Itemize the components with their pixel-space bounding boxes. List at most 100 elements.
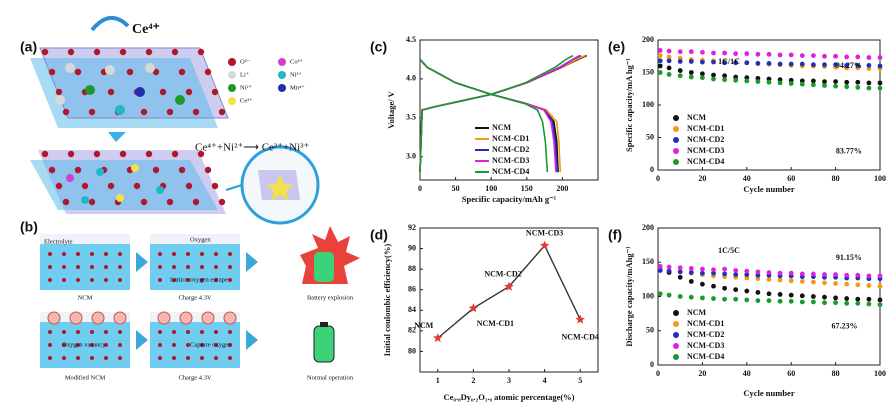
atom	[212, 183, 218, 189]
data-point	[678, 275, 683, 280]
y-tick-label: 100	[642, 291, 654, 300]
legend-marker	[228, 71, 236, 79]
x-tick-label: 4	[543, 376, 547, 385]
y-axis-label: Initial coulombic efficiency(%)	[382, 244, 392, 357]
data-point	[789, 299, 794, 304]
y-tick-label: 86	[408, 285, 416, 294]
lattice-atom	[158, 343, 162, 347]
x-tick-label: 60	[787, 369, 795, 378]
schematic-label: Charge 4.3V	[178, 374, 211, 381]
schematic-label: Charge 4.3V	[178, 294, 211, 301]
data-point	[678, 269, 683, 274]
data-point	[855, 85, 860, 90]
voltage-curve	[420, 56, 580, 173]
lattice-atom	[48, 265, 52, 269]
shell	[202, 312, 214, 324]
legend-label: Ce³⁺	[240, 97, 253, 104]
data-point	[844, 273, 849, 278]
data-point	[822, 280, 827, 285]
lattice-atom	[48, 356, 52, 360]
atom	[55, 95, 65, 105]
legend-label: NCM-CD1	[492, 134, 529, 143]
schematic-label: Normal operation	[307, 374, 354, 381]
lattice-atom	[172, 343, 176, 347]
lattice-atom	[90, 278, 94, 282]
legend-label: NCM-CD4	[492, 167, 529, 176]
legend-marker	[228, 97, 236, 105]
data-point	[711, 296, 716, 301]
data-point	[822, 62, 827, 67]
lattice-atom	[76, 278, 80, 282]
data-point	[689, 70, 694, 75]
data-point	[658, 58, 663, 63]
data-point	[767, 298, 772, 303]
x-tick-label: 150	[521, 184, 533, 193]
lattice-atom	[62, 278, 66, 282]
atom	[134, 183, 140, 189]
lattice-atom	[158, 356, 162, 360]
y-axis-label: Discharge capacity/mAhg⁻¹	[624, 246, 634, 347]
lattice-atom	[214, 356, 218, 360]
data-point	[778, 278, 783, 283]
data-point	[833, 272, 838, 277]
y-tick-label: 50	[646, 132, 654, 141]
annotation: 1C/5C	[718, 246, 740, 255]
lattice-atom	[104, 356, 108, 360]
flow-arrow	[246, 330, 258, 350]
data-point	[789, 278, 794, 283]
data-point	[867, 81, 872, 86]
legend-label: NCM-CD2	[492, 145, 529, 154]
y-tick-label: 4.0	[406, 74, 416, 83]
lattice-atom	[172, 252, 176, 256]
y-tick-label: 50	[646, 326, 654, 335]
schematic-label: Oxygen vacancy	[62, 341, 106, 348]
data-point	[744, 269, 749, 274]
lattice-atom	[118, 252, 122, 256]
atom	[212, 89, 218, 95]
legend-marker	[228, 84, 236, 92]
atom	[193, 199, 199, 205]
data-point	[867, 302, 872, 307]
data-point	[767, 291, 772, 296]
data-point	[733, 297, 738, 302]
lattice-atom	[62, 252, 66, 256]
atom	[167, 199, 173, 205]
atom	[89, 199, 95, 205]
data-point	[822, 295, 827, 300]
x-tick-label: 200	[556, 184, 568, 193]
legend-label: NCM	[492, 123, 512, 132]
data-point	[789, 81, 794, 86]
atom	[179, 167, 185, 173]
atom	[219, 109, 225, 115]
data-point	[689, 59, 694, 64]
data-point	[878, 302, 883, 307]
data-point	[733, 78, 738, 83]
data-point	[722, 51, 727, 56]
data-point	[789, 62, 794, 67]
atom	[68, 49, 74, 55]
data-point	[756, 298, 761, 303]
point-label: NCM	[414, 321, 434, 330]
flow-arrow	[136, 252, 148, 272]
lattice-atom	[104, 265, 108, 269]
y-tick-label: 0	[650, 165, 654, 174]
legend-label: NCM	[687, 308, 707, 317]
y-tick-label: 3.0	[406, 151, 416, 160]
lattice-atom	[172, 330, 176, 334]
atom	[193, 109, 199, 115]
zoom-link	[226, 185, 242, 190]
annotation: 67.23%	[831, 321, 857, 330]
data-point	[689, 270, 694, 275]
lattice-atom	[158, 278, 162, 282]
annotation: 83.77%	[836, 147, 862, 156]
data-point	[811, 294, 816, 299]
data-point	[855, 297, 860, 302]
data-point	[678, 49, 683, 54]
atom	[65, 63, 75, 73]
atom	[172, 151, 178, 157]
shell	[48, 312, 60, 324]
data-point	[733, 268, 738, 273]
atom	[105, 65, 115, 75]
panel-label: (b)	[20, 219, 38, 235]
atom	[108, 89, 114, 95]
